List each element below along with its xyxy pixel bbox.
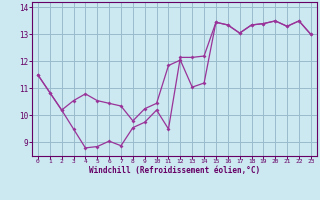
X-axis label: Windchill (Refroidissement éolien,°C): Windchill (Refroidissement éolien,°C) — [89, 166, 260, 175]
